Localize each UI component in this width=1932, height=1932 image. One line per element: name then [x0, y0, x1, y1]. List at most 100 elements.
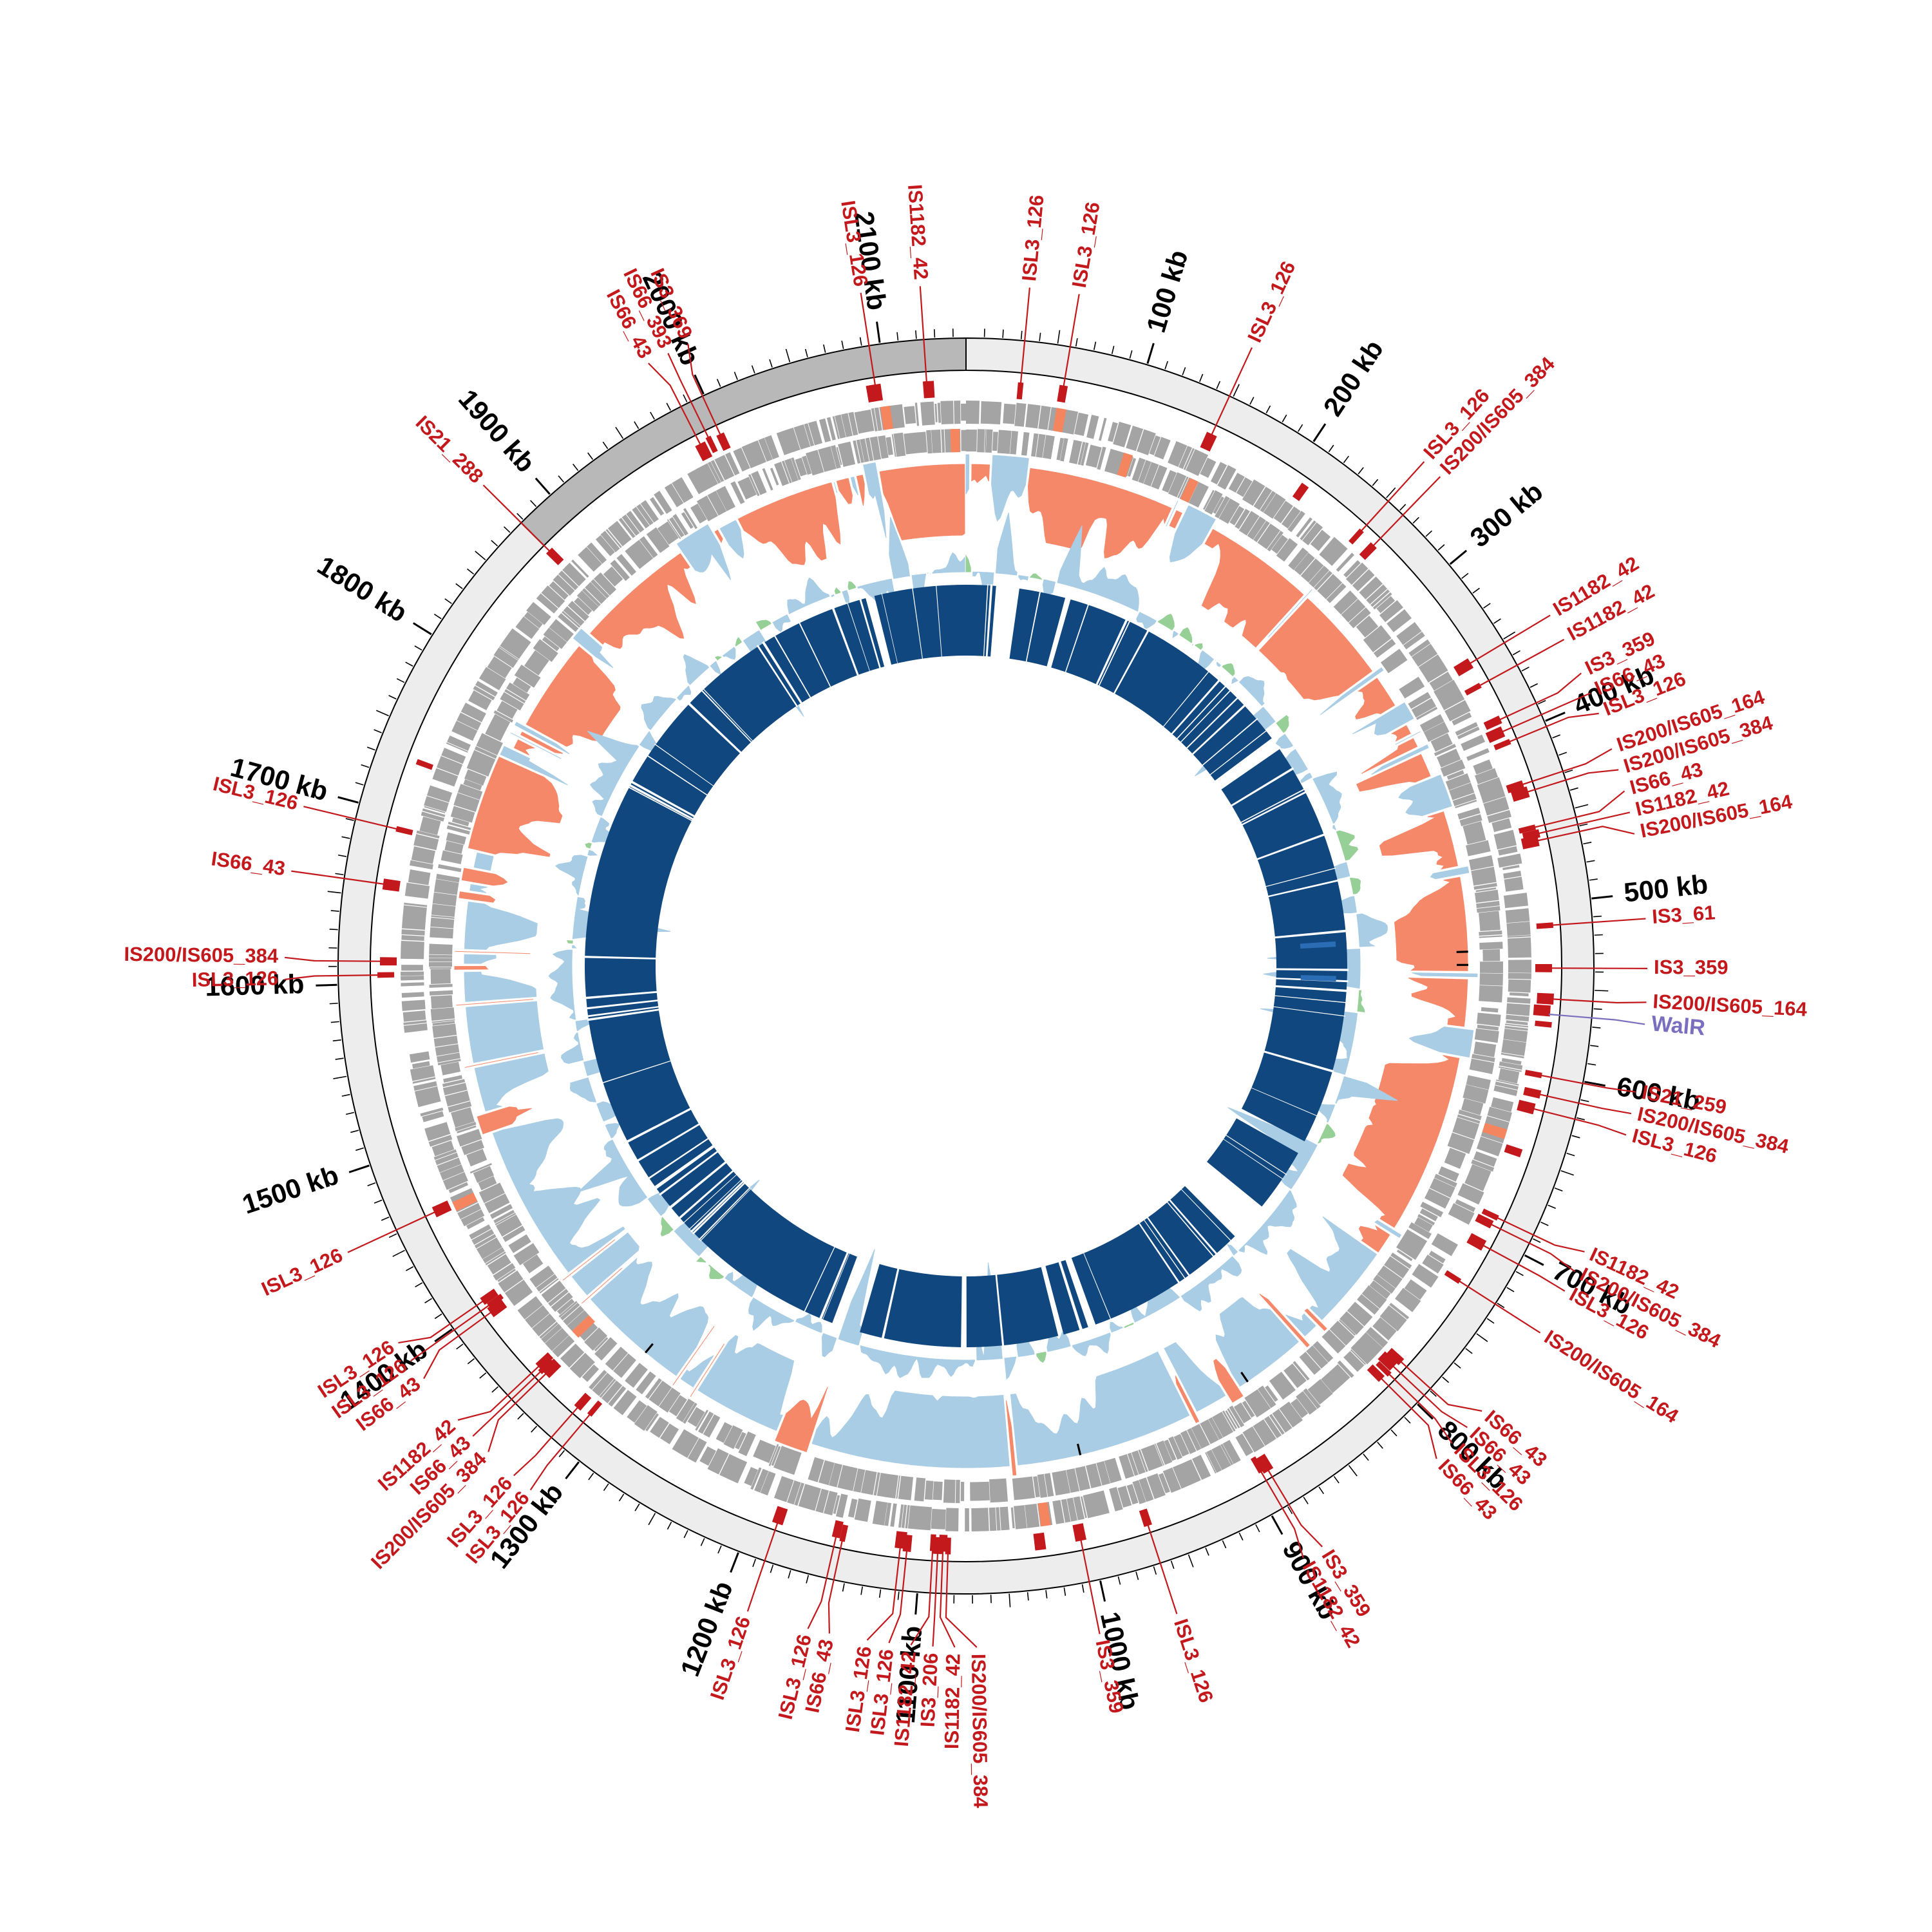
- gc-content-low-run: [676, 685, 692, 701]
- cds-block: [905, 1505, 910, 1529]
- scale-tick: [1437, 544, 1445, 551]
- cds-block: [1244, 1389, 1271, 1417]
- cds-block: [876, 1472, 898, 1499]
- scale-tick: [479, 1372, 487, 1379]
- cds-block: [413, 1081, 437, 1091]
- cds-block: [401, 999, 426, 1011]
- scale-tick: [396, 678, 405, 683]
- cds-block: [401, 929, 425, 936]
- gc-skew-positive-run: [1027, 468, 1172, 558]
- is-label-leader-line: [1494, 1215, 1585, 1253]
- cds-block: [965, 1508, 969, 1532]
- cds-block: [478, 1182, 505, 1204]
- cds-block: [1457, 808, 1481, 820]
- cds-block: [645, 1413, 659, 1432]
- gc-content-low-run: [1275, 734, 1294, 749]
- cds-block: [1156, 1440, 1173, 1465]
- scale-tick: [1591, 895, 1613, 900]
- gc-skew-negative-run: [1169, 505, 1216, 563]
- gc-content-high-run: [1312, 772, 1342, 824]
- skew-black-tick: [1456, 963, 1468, 966]
- gc-content-high-run: [965, 554, 971, 573]
- cds-block: [1370, 589, 1390, 607]
- gc-skew-positive-run: [879, 464, 965, 540]
- scale-tick: [1548, 1204, 1556, 1209]
- cds-block: [830, 445, 841, 469]
- scale-tick: [990, 1595, 992, 1604]
- cds-block: [409, 1051, 430, 1063]
- scale-tick: [1515, 1271, 1524, 1276]
- cds-block: [1477, 905, 1501, 913]
- cds-block: [1267, 531, 1283, 552]
- cds-block: [1461, 1098, 1484, 1115]
- scale-tick: [1265, 405, 1271, 413]
- cds-block: [933, 1481, 943, 1501]
- cds-block: [1369, 1280, 1391, 1299]
- coverage-slit: [1222, 1138, 1284, 1180]
- gc-content-high-run: [578, 1139, 648, 1207]
- cds-block: [440, 850, 463, 864]
- gc-skew-negative-run: [697, 1334, 795, 1431]
- cds-block: [533, 639, 558, 662]
- cds-block: [549, 581, 569, 600]
- cds-block: [438, 864, 462, 873]
- cds-block: [584, 1327, 608, 1351]
- scale-tick: [1255, 1524, 1260, 1533]
- cds-block: [1363, 625, 1392, 652]
- cds-block: [457, 712, 482, 731]
- cds-block: [768, 1444, 779, 1466]
- is-element-label: ISL3_126: [1170, 1616, 1218, 1705]
- cds-block: [1508, 960, 1532, 973]
- cds-block: [1336, 553, 1354, 572]
- cds-block: [1506, 922, 1531, 936]
- cds-block: [1352, 569, 1375, 592]
- cds-block: [1073, 1496, 1084, 1520]
- is-label-leader-line: [1490, 1223, 1576, 1273]
- cds-block: [1379, 600, 1403, 623]
- gc-content-high-run: [1124, 1322, 1134, 1328]
- cds-block: [562, 562, 586, 587]
- coverage-slit: [1230, 767, 1294, 808]
- coverage-slit: [630, 780, 696, 818]
- cds-block: [493, 647, 518, 668]
- cds-block: [802, 455, 812, 475]
- gc-content-low-run: [1226, 1244, 1238, 1256]
- cds-block: [1108, 422, 1118, 442]
- coverage-segment: [1207, 1118, 1298, 1207]
- gc-skew-negative-run: [1285, 1313, 1316, 1337]
- cds-block: [430, 1007, 455, 1021]
- cds-block: [463, 779, 482, 791]
- coverage-slit: [701, 689, 753, 744]
- scale-tick: [1164, 361, 1168, 370]
- is-element-label: IS3_61: [1651, 901, 1716, 928]
- is-element-mark: [1535, 963, 1552, 972]
- gc-content-high-run: [696, 1256, 706, 1263]
- kb-label: 1600 kb: [205, 969, 305, 1002]
- scale-tick: [517, 1413, 524, 1420]
- cds-block: [563, 1305, 585, 1326]
- cds-block: [1438, 1166, 1459, 1182]
- cds-block: [496, 1215, 522, 1237]
- cds-block: [601, 1380, 623, 1404]
- cds-block: [1479, 930, 1502, 936]
- is-element-mark: [486, 1293, 504, 1308]
- cds-block: [1506, 1020, 1528, 1026]
- cds-block: [1227, 1408, 1240, 1428]
- cds-block: [1183, 448, 1195, 470]
- is-element-mark: [1524, 1070, 1542, 1079]
- cds-block: [506, 682, 530, 701]
- cds-block: [522, 1254, 544, 1274]
- is-element-mark: [929, 1534, 936, 1551]
- cds-block: [1340, 1311, 1364, 1335]
- scale-tick: [860, 1586, 863, 1595]
- cds-block: [498, 646, 519, 661]
- cds-block: [541, 1323, 562, 1343]
- cds-block: [1200, 1419, 1219, 1444]
- cds-block: [1233, 1402, 1251, 1424]
- cds-block: [1312, 1341, 1334, 1363]
- coverage-slit: [1179, 689, 1231, 744]
- is-element-mark: [1057, 384, 1068, 403]
- cds-block: [829, 1463, 842, 1488]
- cds-block: [1220, 1443, 1234, 1466]
- coverage-slit: [935, 584, 942, 658]
